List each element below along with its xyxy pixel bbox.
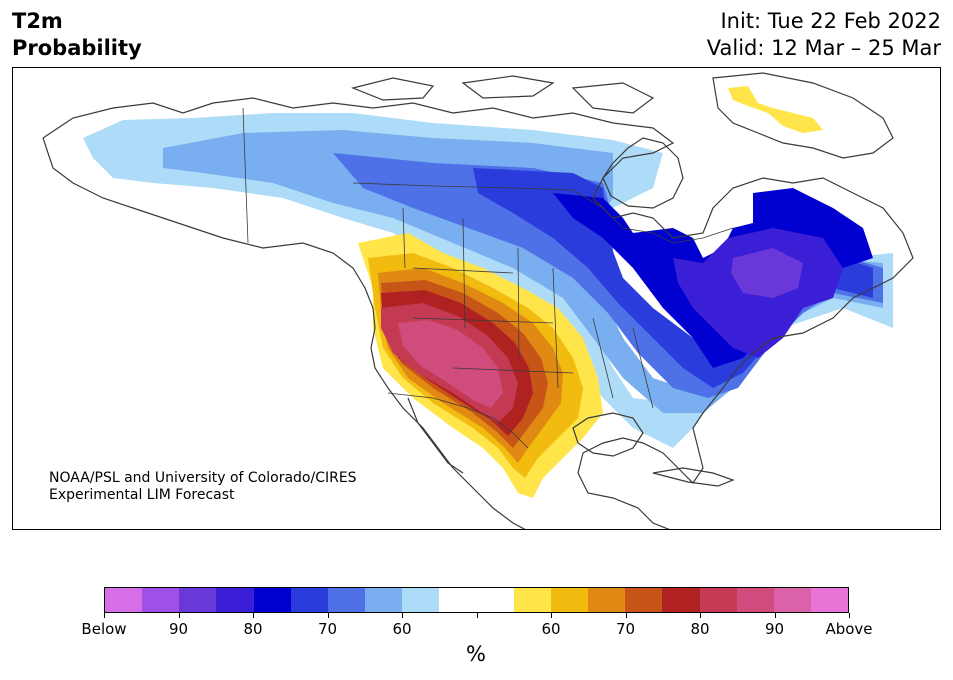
colorbar-swatch — [402, 588, 440, 612]
credit-line-1: NOAA/PSL and University of Colorado/CIRE… — [49, 470, 357, 486]
title-type: Probability — [12, 36, 142, 60]
colorbar-swatch — [625, 588, 663, 612]
shade-violet — [731, 248, 803, 298]
title-variable: T2m — [12, 9, 63, 33]
colorbar-swatch — [179, 588, 217, 612]
colorbar-swatch — [253, 588, 291, 612]
plot-title-left: T2m Probability — [12, 8, 142, 62]
border-states — [402, 207, 654, 409]
coastline-north-america — [42, 97, 914, 529]
colorbar-swatch — [550, 588, 589, 612]
coastline-cuba — [652, 467, 735, 487]
coastline-baja — [407, 397, 464, 474]
coastline-hudson-bay — [602, 137, 684, 209]
colorbar-swatch — [439, 588, 477, 612]
shade-sky-blue — [163, 130, 883, 413]
colorbar-label: 70 — [615, 620, 636, 638]
colorbar-tick — [774, 613, 776, 618]
border-alaska — [242, 107, 249, 244]
colorbar-tick — [402, 613, 403, 618]
shade-yellow-greenland — [728, 86, 823, 133]
colorbar-label: 90 — [168, 620, 189, 638]
colorbar-swatch — [327, 588, 366, 612]
colorbar-tick — [253, 613, 254, 618]
colorbar-swatch — [216, 588, 254, 612]
colorbar-label: 70 — [317, 620, 338, 638]
colorbar-swatch — [662, 588, 700, 612]
political-borders — [242, 107, 734, 449]
colorbar-tick — [849, 613, 850, 618]
colorbar-tick — [476, 613, 478, 618]
colorbar-swatch — [773, 588, 811, 612]
colorbar-swatch — [365, 588, 403, 612]
colorbar-tick — [551, 613, 552, 618]
colorbar-swatch — [810, 588, 849, 612]
colorbar-tick — [700, 613, 701, 618]
colorbar-label: Below — [81, 620, 127, 638]
colorbar-swatch — [513, 588, 551, 612]
colorbar-swatch — [290, 588, 328, 612]
probability-map — [42, 72, 914, 529]
colorbar-tick — [178, 613, 180, 618]
border-us-canada — [352, 182, 734, 244]
colorbar-swatch — [476, 588, 514, 612]
colorbar-tick — [327, 613, 329, 618]
shade-rose — [398, 320, 503, 408]
colorbar-label: 80 — [243, 620, 263, 638]
credit-text: NOAA/PSL and University of Colorado/CIRE… — [49, 470, 357, 504]
credit-line-2: Experimental LIM Forecast — [49, 487, 235, 503]
colorbar-unit-label: % — [466, 642, 486, 666]
colorbar-tick — [625, 613, 627, 618]
valid-range: Valid: 12 Mar – 25 Mar — [706, 36, 941, 60]
init-date: Init: Tue 22 Feb 2022 — [720, 9, 941, 33]
colorbar-swatch — [699, 588, 737, 612]
map-frame — [12, 67, 941, 530]
colorbar-swatch — [105, 588, 143, 612]
colorbar-swatch — [588, 588, 626, 612]
colorbar-label: Above — [825, 620, 873, 638]
coastline-gulf — [572, 412, 644, 457]
colorbar-swatch — [736, 588, 774, 612]
colorbar-labels: Below 90 80 70 60 60 70 80 90 Above — [0, 620, 953, 640]
colorbar — [104, 587, 849, 613]
colorbar-label: 60 — [392, 620, 412, 638]
colorbar-tick — [104, 613, 105, 618]
colorbar-swatch — [142, 588, 180, 612]
coastlines — [42, 72, 914, 529]
border-us-mexico — [387, 392, 529, 449]
colorbar-label: 60 — [541, 620, 561, 638]
colorbar-label: 80 — [690, 620, 710, 638]
plot-title-right: Init: Tue 22 Feb 2022 Valid: 12 Mar – 25… — [707, 8, 941, 62]
colorbar-label: 90 — [764, 620, 785, 638]
coastline-greenland — [712, 72, 894, 159]
coastline-arctic-islands — [351, 75, 655, 114]
